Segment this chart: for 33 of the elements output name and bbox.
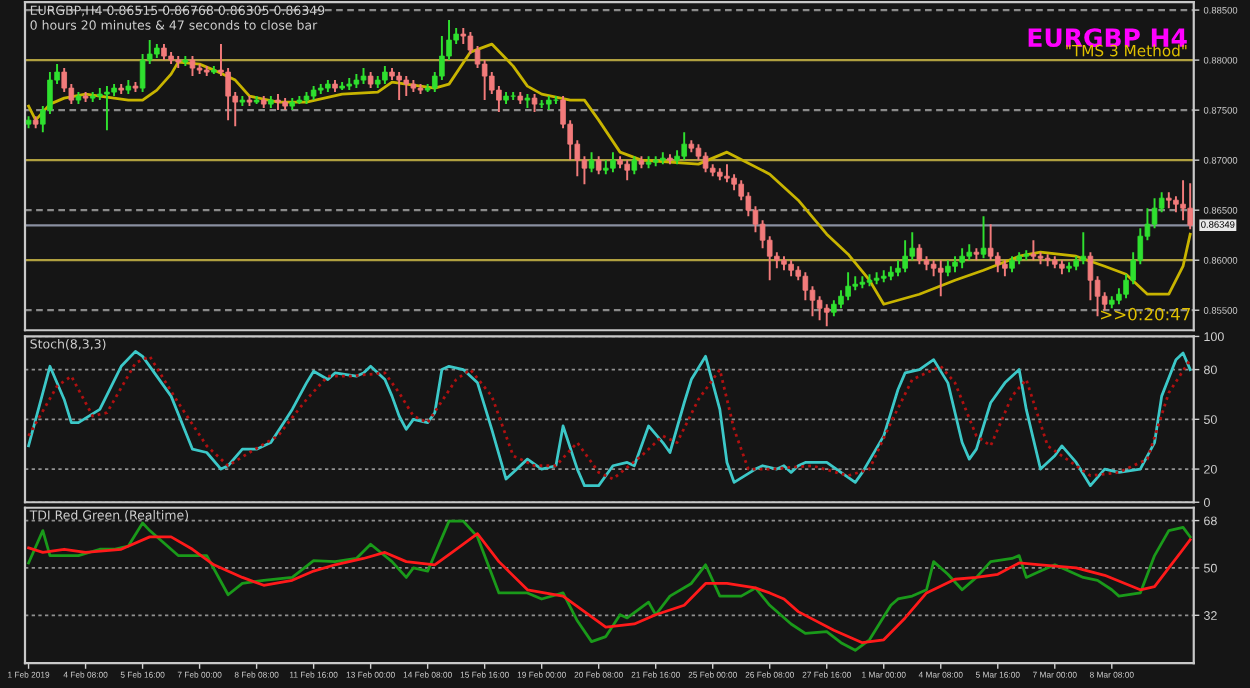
candlestick	[1030, 239, 1037, 262]
candlestick	[916, 243, 923, 266]
candlestick	[1087, 251, 1094, 302]
candlestick	[823, 303, 830, 328]
candlestick	[980, 215, 987, 260]
candlestick	[1080, 231, 1087, 266]
candlestick	[189, 55, 196, 78]
line-series	[27, 519, 1192, 652]
candlestick	[802, 271, 809, 302]
candlestick	[396, 71, 402, 102]
candlestick	[937, 259, 944, 298]
candlestick	[531, 93, 538, 114]
line-series	[27, 532, 1192, 645]
candlestick	[845, 271, 851, 302]
candlestick	[588, 151, 595, 174]
candlestick	[816, 295, 823, 322]
candlestick	[1151, 197, 1158, 230]
candlestick	[681, 131, 687, 162]
candlestick	[959, 247, 965, 270]
candlestick	[724, 163, 730, 184]
candlestick	[631, 155, 638, 176]
candlestick	[902, 239, 908, 274]
candlestick	[624, 159, 630, 182]
annotation: >>0:20:47	[1101, 307, 1190, 321]
candlestick	[382, 65, 388, 86]
candlestick	[1187, 182, 1193, 231]
candlestick	[702, 151, 709, 174]
candlestick	[595, 155, 602, 176]
candlestick	[104, 85, 110, 132]
text: EURGBP H4	[1028, 28, 1187, 48]
candlestick	[610, 151, 616, 174]
candlestick	[1180, 179, 1186, 222]
candlestick	[403, 75, 410, 98]
